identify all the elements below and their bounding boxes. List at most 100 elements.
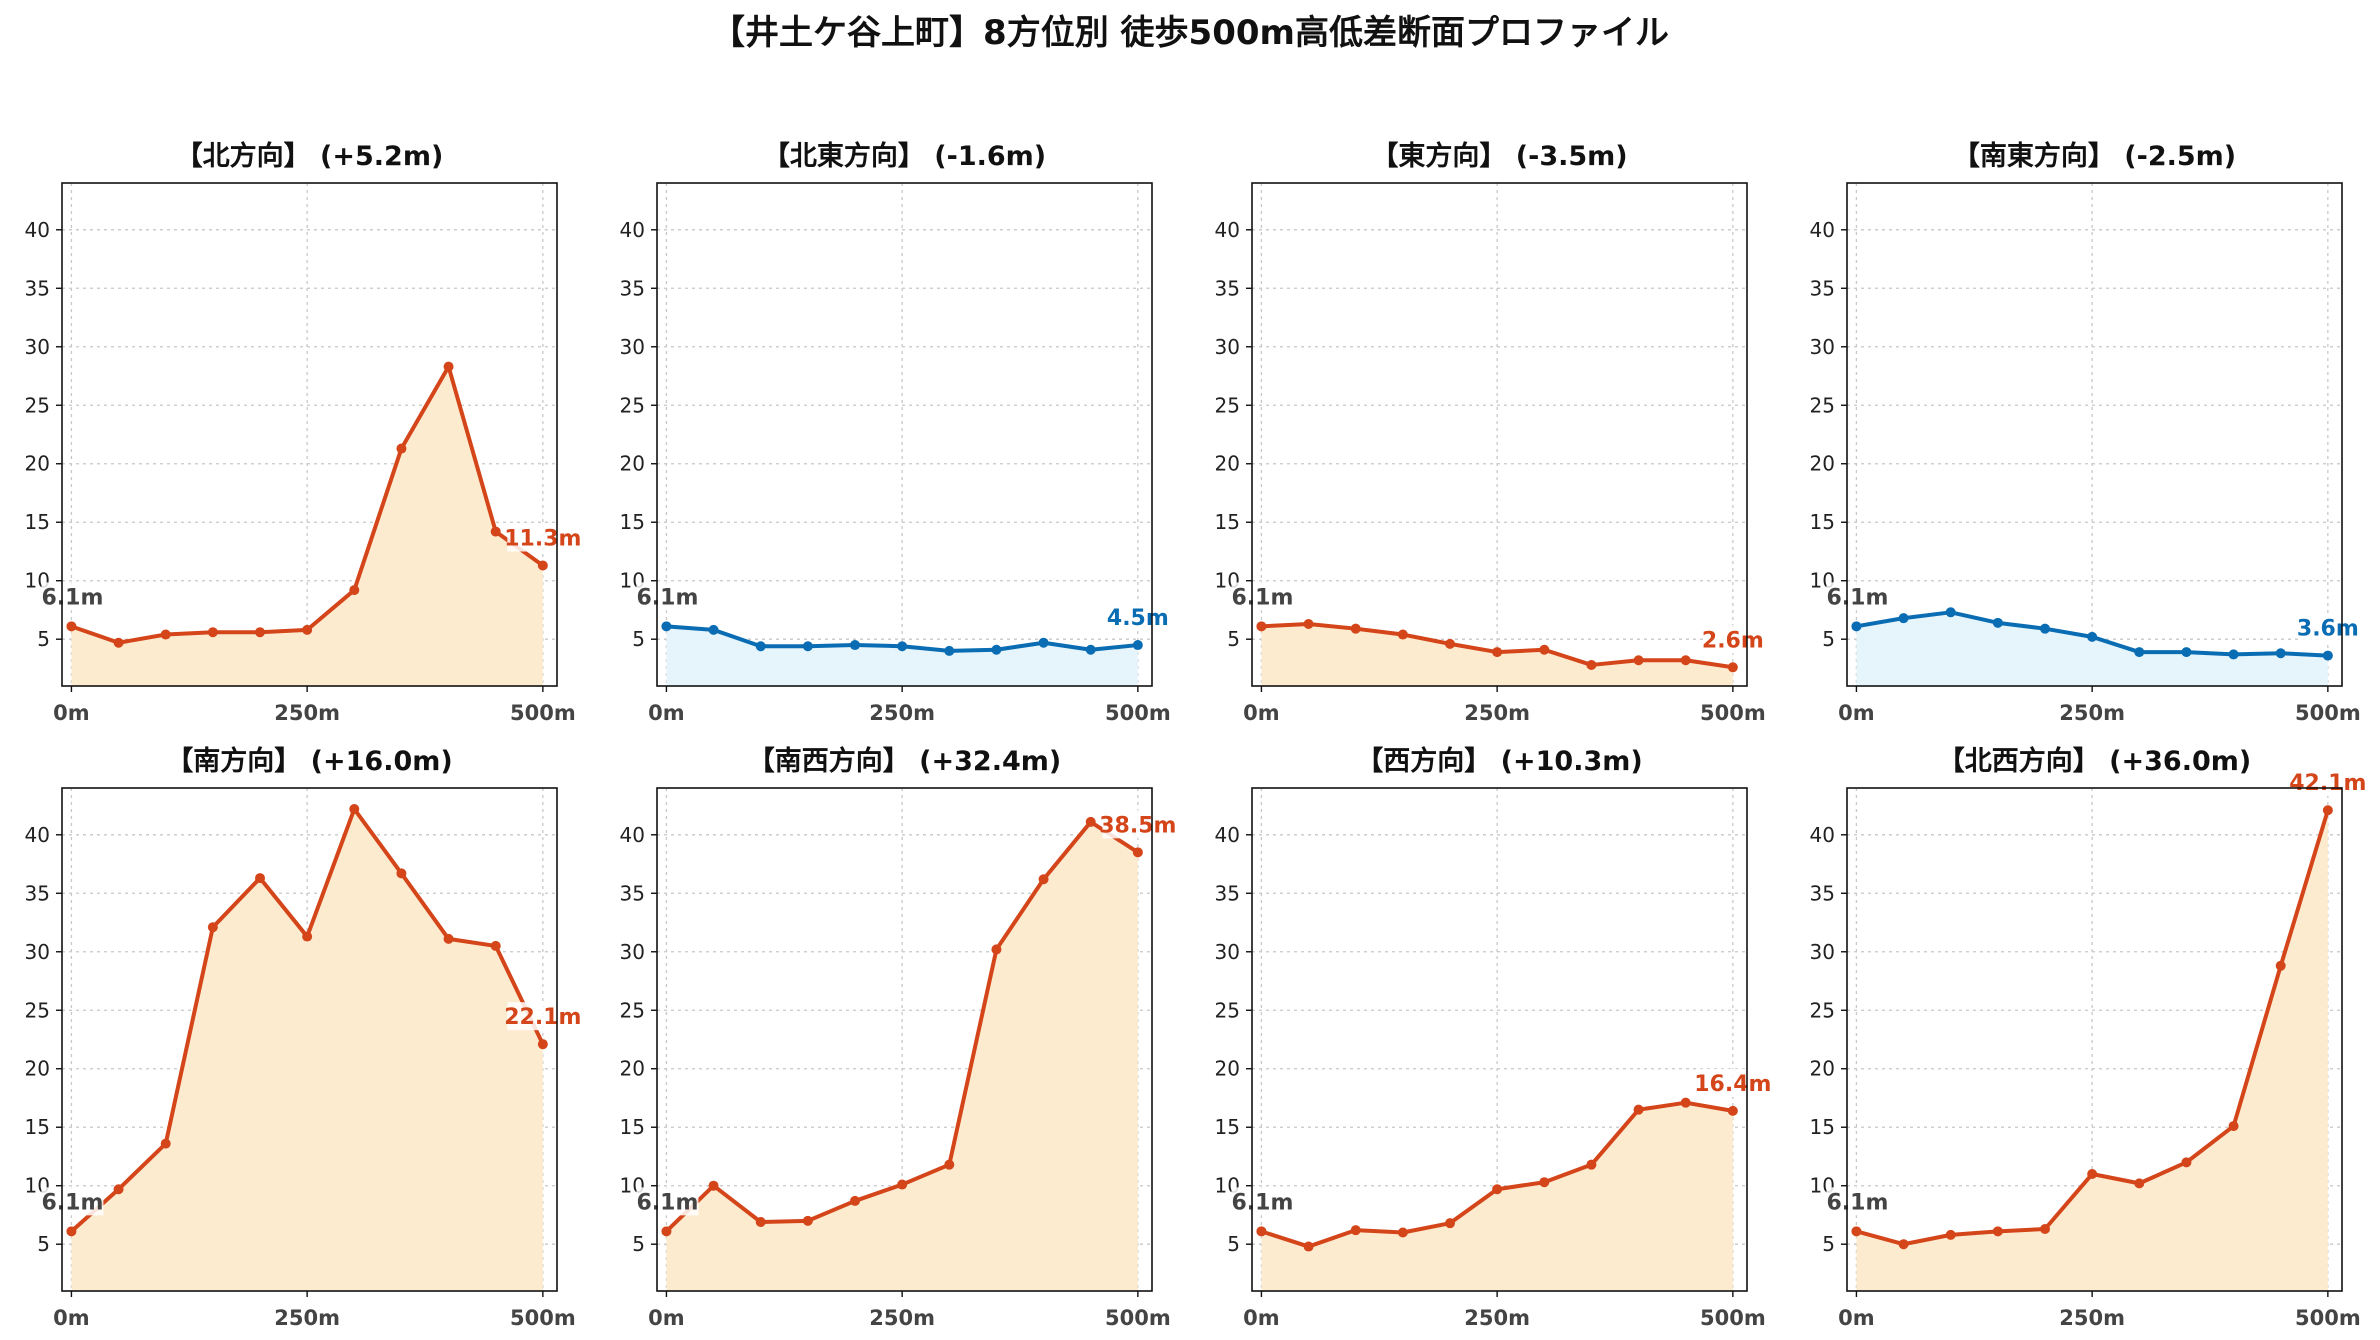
y-tick-label: 20 <box>620 452 645 476</box>
data-point <box>1727 662 1738 673</box>
data-point <box>1851 621 1862 632</box>
y-tick-label: 15 <box>25 1115 50 1139</box>
start-elevation-label: 6.1m <box>41 1190 103 1215</box>
start-label-bg <box>1826 1187 1889 1216</box>
y-tick-label: 35 <box>25 276 50 300</box>
data-point <box>1085 644 1096 655</box>
panel-title: 【西方向】 (+10.3m) <box>1356 745 1642 777</box>
y-tick-label: 15 <box>1215 510 1240 534</box>
x-tick-label: 500m <box>1105 701 1171 725</box>
end-label-bg <box>1102 810 1174 839</box>
y-tick-label: 15 <box>1215 1115 1240 1139</box>
y-tick-label: 40 <box>620 823 645 847</box>
data-point <box>1397 629 1408 640</box>
data-point <box>944 645 955 656</box>
start-label-bg <box>1231 582 1294 611</box>
data-point <box>396 868 407 879</box>
x-tick-label: 0m <box>1243 1306 1280 1330</box>
y-tick-label: 25 <box>1810 393 1835 417</box>
x-tick-label: 500m <box>510 701 576 725</box>
y-tick-label: 35 <box>620 881 645 905</box>
y-tick-label: 40 <box>1215 218 1240 242</box>
data-point <box>66 1226 77 1237</box>
start-elevation-label: 6.1m <box>1231 585 1293 610</box>
data-point <box>255 873 265 884</box>
elevation-area <box>666 821 1138 1291</box>
data-point <box>1303 619 1314 630</box>
data-point <box>991 644 1002 655</box>
data-point <box>2322 805 2333 816</box>
end-elevation-label: 38.5m <box>1099 813 1176 838</box>
y-tick-label: 5 <box>632 627 645 651</box>
data-point <box>1992 1226 2003 1237</box>
end-label-bg <box>507 523 579 552</box>
data-point <box>1633 1104 1644 1115</box>
start-elevation-label: 6.1m <box>636 585 698 610</box>
y-tick-label: 15 <box>1810 510 1835 534</box>
data-point <box>2275 960 2286 971</box>
y-tick-label: 5 <box>1227 1232 1240 1256</box>
data-point <box>1727 1105 1738 1116</box>
x-tick-label: 500m <box>2295 1306 2361 1330</box>
end-elevation-label: 42.1m <box>2289 771 2366 796</box>
plot-frame <box>656 787 1153 1292</box>
data-point <box>490 526 501 537</box>
elevation-area <box>1261 1102 1733 1291</box>
x-tick-label: 250m <box>1464 701 1530 725</box>
panel-title: 【南東方向】 (-2.5m) <box>1953 140 2236 172</box>
data-point <box>1445 638 1455 649</box>
y-tick-label: 20 <box>25 1057 50 1081</box>
end-elevation-label: 3.6m <box>2297 617 2359 642</box>
data-point <box>1132 847 1143 858</box>
data-point <box>1539 644 1550 655</box>
end-elevation-label: 16.4m <box>1694 1072 1771 1097</box>
elevation-area <box>1856 810 2328 1291</box>
y-tick-label: 20 <box>1215 452 1240 476</box>
data-point <box>1303 1241 1314 1252</box>
y-tick-label: 30 <box>1215 335 1240 359</box>
y-tick-label: 5 <box>632 1232 645 1256</box>
data-point <box>1898 1239 1909 1250</box>
data-point <box>897 641 908 652</box>
data-point <box>991 944 1002 955</box>
data-point <box>2181 647 2192 658</box>
x-tick-label: 0m <box>1838 701 1875 725</box>
y-tick-label: 15 <box>25 510 50 534</box>
data-point <box>1633 655 1644 666</box>
y-tick-label: 30 <box>620 335 645 359</box>
y-tick-label: 5 <box>1822 1232 1835 1256</box>
panel-title: 【北東方向】 (-1.6m) <box>763 140 1046 172</box>
data-point <box>802 641 813 652</box>
data-point <box>2228 649 2239 660</box>
y-tick-label: 5 <box>1227 627 1240 651</box>
start-elevation-label: 6.1m <box>1826 1190 1888 1215</box>
data-point <box>1945 1229 1956 1240</box>
y-tick-label: 25 <box>620 393 645 417</box>
panel-title: 【南方向】 (+16.0m) <box>166 745 452 777</box>
data-point <box>1945 607 1956 618</box>
data-point <box>2040 623 2050 634</box>
data-point <box>944 1159 955 1170</box>
data-point <box>113 637 124 648</box>
y-tick-label: 15 <box>1810 1115 1835 1139</box>
x-tick-label: 250m <box>274 701 340 725</box>
end-label-bg <box>1697 1068 1769 1097</box>
data-point <box>207 627 218 638</box>
y-tick-label: 35 <box>1810 881 1835 905</box>
data-point <box>66 621 77 632</box>
y-tick-label: 5 <box>37 627 50 651</box>
data-point <box>302 624 313 635</box>
data-point <box>207 922 218 933</box>
data-point <box>160 1138 171 1149</box>
plot-frame <box>1846 787 2343 1292</box>
y-tick-label: 20 <box>25 452 50 476</box>
data-point <box>443 361 454 372</box>
y-tick-label: 35 <box>1810 276 1835 300</box>
start-label-bg <box>636 1187 699 1216</box>
data-point <box>1085 816 1096 827</box>
data-point <box>2134 1178 2145 1189</box>
y-tick-label: 40 <box>1810 823 1835 847</box>
